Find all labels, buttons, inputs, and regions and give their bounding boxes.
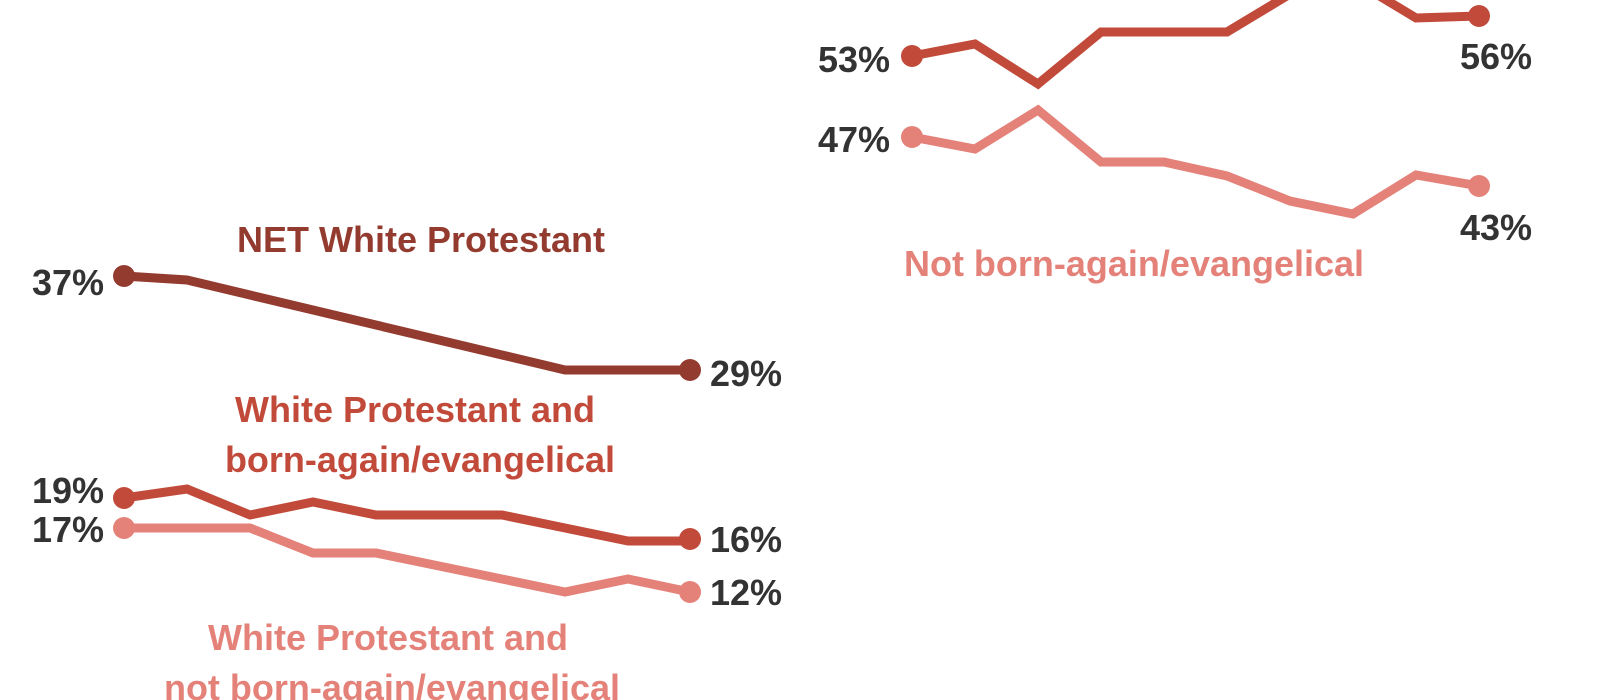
series-label-born-again-line1: White Protestant and	[235, 389, 595, 430]
value-label-right-not-born-again-end: 43%	[1460, 207, 1532, 248]
start-dot-born-again	[113, 487, 135, 509]
line-white-protestant-born-again	[123, 484, 690, 546]
value-label-not-born-again-end: 12%	[710, 572, 782, 613]
series-white-protestant-born-again: White Protestant and born-again/evangeli…	[32, 389, 782, 560]
line-white-protestant-not-born-again	[124, 523, 691, 597]
series-label-right-not-born-again: Not born-again/evangelical	[904, 243, 1364, 284]
series-label-not-born-again-line2: not born-again/evangelical	[164, 667, 620, 700]
value-label-right-born-again-end: 56%	[1460, 36, 1532, 77]
value-label-born-again-end: 16%	[710, 519, 782, 560]
series-label-not-born-again-line1: White Protestant and	[208, 617, 568, 658]
series-born-again: 53% 56%	[818, 0, 1532, 90]
value-label-right-not-born-again-start: 47%	[818, 119, 890, 160]
value-label-net-end: 29%	[710, 353, 782, 394]
right-chart: 53% 56% 47% 43% Not born-again/evangelic…	[818, 0, 1532, 284]
start-dot-right-born-again	[901, 45, 923, 67]
line-not-born-again	[911, 104, 1480, 219]
series-label-born-again-line2: born-again/evangelical	[225, 439, 615, 480]
series-label-net-white-protestant: NET White Protestant	[237, 219, 605, 260]
start-dot-net	[113, 265, 135, 287]
left-chart: NET White Protestant 37% 29% White Prote…	[32, 219, 782, 700]
value-label-not-born-again-start: 17%	[32, 509, 104, 550]
line-born-again	[911, 0, 1480, 90]
series-not-born-again: 47% 43% Not born-again/evangelical	[818, 104, 1532, 284]
series-white-protestant-not-born-again: 17% 12% White Protestant and not born-ag…	[32, 509, 782, 700]
start-dot-right-not-born-again	[901, 126, 923, 148]
end-dot-net	[679, 359, 701, 381]
end-dot-right-not-born-again	[1468, 175, 1490, 197]
end-dot-right-born-again	[1468, 5, 1490, 27]
series-net-white-protestant: NET White Protestant 37% 29%	[32, 219, 782, 394]
value-label-net-start: 37%	[32, 262, 104, 303]
end-dot-not-born-again	[679, 581, 701, 603]
value-label-born-again-start: 19%	[32, 470, 104, 511]
start-dot-not-born-again	[113, 517, 135, 539]
end-dot-born-again	[679, 528, 701, 550]
line-net-white-protestant	[123, 271, 690, 375]
value-label-right-born-again-start: 53%	[818, 39, 890, 80]
